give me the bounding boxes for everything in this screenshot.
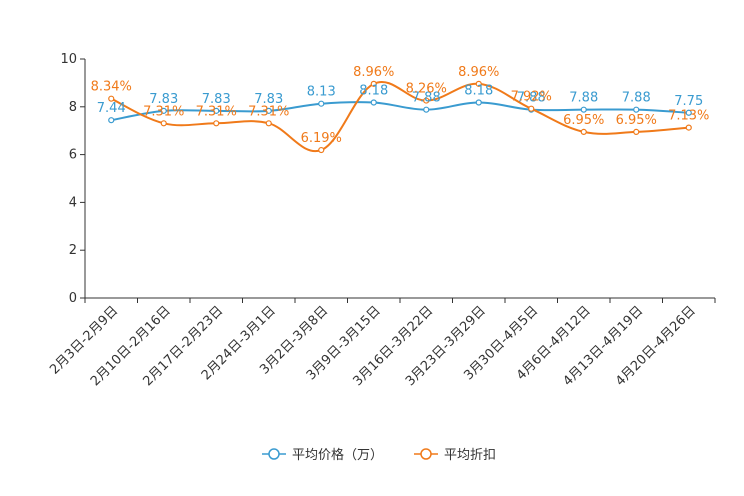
series-0-point[interactable]	[160, 107, 167, 114]
series-0-data-label: 8.13	[307, 85, 336, 100]
series-1-data-label: 7.31%	[143, 104, 184, 119]
series-1-point[interactable]	[160, 120, 167, 127]
legend-item-1[interactable]: 平均折扣	[414, 448, 496, 463]
series-0-point[interactable]	[265, 107, 272, 114]
series-1-point[interactable]	[528, 105, 535, 112]
legend-item-0[interactable]: 平均价格（万）	[262, 447, 383, 463]
series-0-point[interactable]	[685, 109, 692, 116]
y-tick-label: 2	[69, 243, 77, 258]
series-1-point[interactable]	[633, 128, 640, 135]
series-layer	[108, 80, 692, 154]
series-1-data-label: 8.34%	[91, 80, 132, 95]
series-0-point[interactable]	[213, 107, 220, 114]
series-0-data-label: 7.88	[517, 91, 546, 106]
series-1-data-label: 8.96%	[458, 65, 499, 80]
series-line-0	[111, 101, 689, 122]
y-tick-label: 0	[69, 291, 77, 306]
series-1-data-label: 7.13%	[668, 109, 709, 124]
series-0-point[interactable]	[475, 99, 482, 106]
series-1-data-label: 6.95%	[563, 113, 604, 128]
series-1-point[interactable]	[265, 120, 272, 127]
series-1-data-label: 8.26%	[406, 82, 447, 97]
series-1-point[interactable]	[423, 97, 430, 104]
series-0-data-label: 7.88	[622, 91, 651, 106]
series-0-data-label: 7.75	[674, 94, 703, 109]
series-1-point[interactable]	[318, 146, 325, 154]
legend-marker-icon	[268, 448, 280, 460]
series-0-data-label: 7.83	[202, 92, 231, 107]
series-0-point[interactable]	[108, 117, 115, 124]
series-0-data-label: 7.83	[254, 92, 283, 107]
series-1-point[interactable]	[685, 124, 692, 131]
series-1-data-label: 6.19%	[301, 131, 342, 146]
series-0-point[interactable]	[633, 106, 640, 113]
series-1-point[interactable]	[108, 95, 115, 102]
series-1-data-label: 8.96%	[353, 65, 394, 80]
legend-marker-icon	[420, 448, 432, 460]
series-1-point[interactable]	[370, 80, 377, 87]
series-1-data-label: 7.31%	[196, 104, 237, 119]
series-0-data-label: 7.83	[149, 92, 178, 107]
series-0-data-label: 8.18	[464, 83, 493, 98]
series-1-point[interactable]	[580, 128, 587, 135]
series-0-data-label: 7.44	[97, 101, 126, 116]
legend-label: 平均折扣	[444, 448, 496, 463]
series-0-data-label: 8.18	[359, 83, 388, 98]
y-tick-label: 10	[60, 52, 77, 67]
series-0-data-label: 7.88	[412, 91, 441, 106]
series-0-data-label: 7.88	[569, 91, 598, 106]
series-1-data-label: 7.92%	[511, 90, 552, 105]
series-1-data-label: 7.31%	[248, 104, 289, 119]
legend[interactable]: 平均价格（万） 平均折扣	[262, 447, 496, 463]
y-tick-label: 4	[69, 195, 77, 210]
legend-label: 平均价格（万）	[292, 447, 383, 463]
y-tick-label: 8	[69, 100, 77, 115]
series-0-point[interactable]	[580, 106, 587, 113]
series-1-point[interactable]	[475, 80, 482, 87]
series-1-point[interactable]	[213, 120, 220, 127]
series-0-point[interactable]	[423, 106, 430, 113]
series-0-point[interactable]	[318, 100, 325, 107]
y-tick-label: 6	[69, 148, 77, 163]
series-0-point[interactable]	[370, 99, 377, 106]
data-labels: 7.44 7.83 7.83 7.83 8.13 8.18 7.88 8.18 7.88 7.88…	[91, 65, 710, 146]
series-1-data-label: 6.95%	[616, 113, 657, 128]
